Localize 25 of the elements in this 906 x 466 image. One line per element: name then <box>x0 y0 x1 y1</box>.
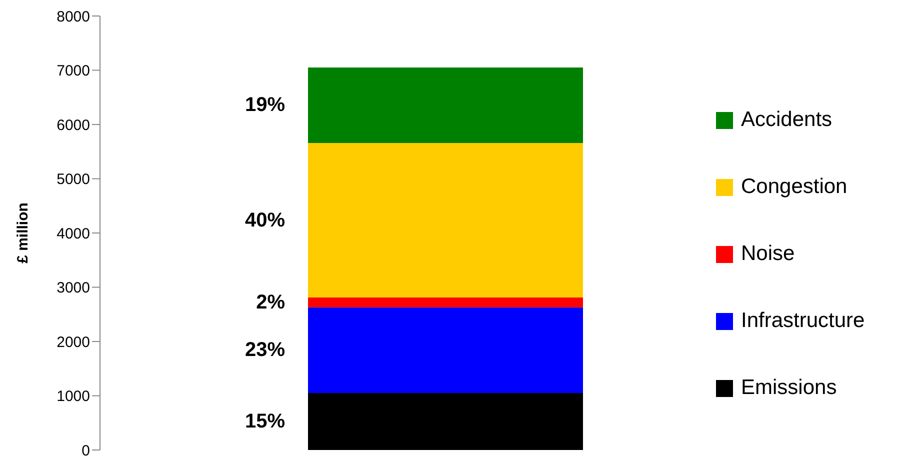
text: 23% <box>244 339 286 362</box>
text: 2% <box>256 291 286 314</box>
y-tick-label: 0 <box>82 442 90 460</box>
text: 15% <box>244 410 286 433</box>
y-tick-label: 4000 <box>56 225 90 242</box>
legend-label: Infrastructure <box>741 309 865 333</box>
y-tick-label: 6000 <box>56 116 90 134</box>
y-tick-label: 7000 <box>56 62 90 80</box>
bar <box>308 142 583 298</box>
legend-label: Accidents <box>741 108 832 132</box>
y-tick-label: 2000 <box>56 334 90 351</box>
bar <box>308 307 583 394</box>
y-tick-label: 1000 <box>56 388 90 406</box>
y-tick-label: 3000 <box>56 280 90 297</box>
legend-label: Congestion <box>741 175 848 199</box>
text: 19% <box>244 94 286 116</box>
y-tick-label: 8000 <box>56 8 90 26</box>
text: 40% <box>244 209 286 232</box>
bar <box>308 68 583 143</box>
legend-label: Noise <box>741 242 795 266</box>
bar <box>308 298 583 308</box>
legend-label: Emissions <box>741 376 837 400</box>
bar <box>308 393 583 450</box>
y-axis-title: £ million <box>14 202 32 264</box>
y-tick-label: 5000 <box>56 171 90 188</box>
